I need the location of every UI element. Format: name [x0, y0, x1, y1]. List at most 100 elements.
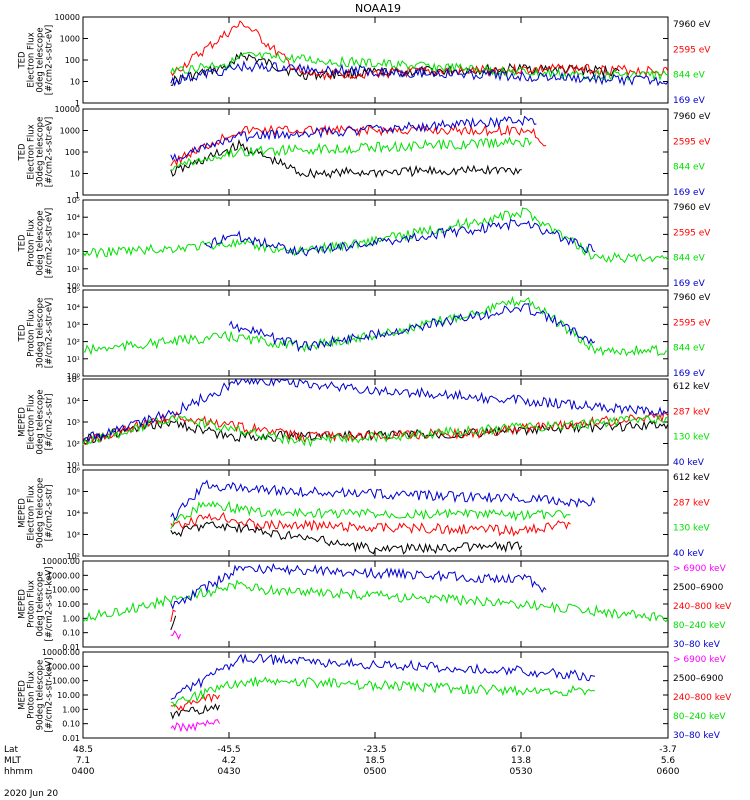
panel-8: 10000.00 1000.00 100.00 10.00 1.00 0.10 0.01 ME… [18, 648, 733, 743]
series-2500-6900 [170, 703, 220, 720]
panel-3: 10⁵ 10⁴ 10³ 10² 10¹ 10⁰ TEDProton Flux0deg tel… [18, 196, 712, 291]
series-169-ev [204, 218, 596, 257]
legend-entry: 240–800 keV [673, 693, 732, 703]
panel-2: 10000 1000 100 10 1 TEDElectron Flux30deg tel… [18, 105, 712, 200]
x-row-label: MLT [4, 756, 22, 766]
legend-entry: 844 eV [673, 163, 706, 173]
series--6900-kev [170, 630, 181, 640]
y-tick-label: 10⁵ [67, 286, 80, 295]
y-tick-label: 1000 [60, 127, 80, 136]
y-tick-label: 10³ [67, 418, 80, 427]
y-tick-label: 100.00 [52, 586, 80, 595]
y-tick-label: 10⁰ [67, 282, 80, 291]
x-tick-label-lat: -3.7 [659, 745, 677, 755]
legend-entry: 240–800 keV [673, 602, 732, 612]
y-tick-label: 10000.00 [42, 648, 80, 657]
y-axis-label-line: [#/cm2-s-str-eV] [45, 298, 55, 368]
y-tick-label: 100.00 [52, 677, 80, 686]
series-130-kev [170, 500, 571, 530]
y-tick-label: 10³ [67, 531, 80, 540]
x-tick-label-hhmm: 0430 [218, 767, 241, 777]
y-axis-label-line: Proton Flux [27, 671, 37, 719]
y-tick-label: 10.00 [57, 691, 80, 700]
series-240-800-kev [170, 609, 176, 623]
legend-entry: 287 keV [673, 498, 710, 508]
y-axis-label: MEPEDProton Flux90deg telescope[#/cm2-s-… [18, 658, 55, 733]
x-tick-label-mlt: 4.2 [222, 756, 236, 766]
y-tick-label: 10⁰ [67, 372, 80, 381]
y-tick-label: 10.00 [57, 600, 80, 609]
y-tick-label: 10² [67, 338, 80, 347]
panel-1: 10000 1000 100 10 1 TEDElectron Flux0deg tele… [18, 13, 712, 108]
series-30-80-kev [170, 653, 596, 700]
series-169-ev [228, 303, 596, 353]
legend-entry: 169 eV [673, 369, 706, 379]
y-tick-label: 1 [75, 99, 80, 108]
y-tick-label: 10⁶ [67, 466, 80, 475]
legend-entry: 2595 eV [673, 228, 711, 238]
series-40-kev [170, 479, 596, 522]
legend-entry: 844 eV [673, 71, 706, 81]
y-axis-label-line: [#/cm2-s-str] [45, 485, 55, 542]
legend-entry: 2500–6900 [673, 583, 724, 593]
series-2500-6900 [170, 615, 177, 631]
y-axis-label-line: [#/cm2-s-str-eV] [45, 117, 55, 187]
x-tick-label-hhmm: 0530 [510, 767, 533, 777]
y-axis-label: TEDProton Flux30deg telescope[#/cm2-s-st… [18, 298, 55, 369]
y-tick-label: 100 [65, 148, 80, 157]
y-tick-label: 10⁴ [67, 213, 80, 222]
y-tick-label: 10¹ [67, 355, 80, 364]
y-tick-label: 10² [67, 440, 80, 449]
y-tick-label: 10² [67, 248, 80, 257]
y-axis-label-line: TED [18, 324, 28, 343]
y-axis-label: TEDElectron Flux30deg telescope[#/cm2-s-… [18, 117, 55, 188]
y-tick-label: 10¹ [67, 265, 80, 274]
legend-entry: 7960 eV [673, 20, 711, 30]
legend-entry: 2500–6900 [673, 674, 724, 684]
legend-entry: 7960 eV [673, 112, 711, 122]
y-tick-label: 10⁴ [67, 397, 80, 406]
y-tick-label: 10² [67, 552, 80, 561]
series-844-ev [82, 295, 669, 357]
y-axis-label-line: MEPED [18, 407, 28, 437]
series-844-ev [82, 207, 669, 264]
y-axis-label-line: 0deg telescope [36, 571, 46, 636]
y-tick-label: 10000 [55, 105, 80, 114]
panel-6: 10⁶ 10⁵ 10⁴ 10³ 10² MEPEDElectron Flux90deg t… [18, 466, 711, 561]
y-tick-label: 1000.00 [47, 662, 80, 671]
legend-entry: 612 keV [673, 382, 710, 392]
y-tick-label: 10³ [67, 230, 80, 239]
y-axis-label-line: 90deg telescope [36, 478, 46, 549]
date-label: 2020 Jun 20 [4, 789, 58, 799]
y-tick-label: 10⁵ [67, 375, 80, 384]
x-tick-label-lat: -45.5 [217, 745, 240, 755]
y-axis-label-line: 90deg telescope [36, 660, 46, 731]
legend-entry: 169 eV [673, 96, 706, 106]
chart-title: NOAA19 [355, 2, 401, 15]
y-tick-label: 1.00 [62, 705, 80, 714]
series-169-ev [170, 115, 537, 162]
y-tick-label: 100 [65, 56, 80, 65]
legend-entry: 40 keV [673, 549, 705, 559]
y-tick-label: 10 [70, 170, 80, 179]
legend-entry: 287 keV [673, 407, 710, 417]
x-tick-label-hhmm: 0500 [364, 767, 387, 777]
legend-entry: > 6900 keV [673, 655, 727, 665]
x-tick-label-mlt: 5.6 [661, 756, 676, 766]
y-axis-label-line: TED [18, 51, 28, 70]
series-80-240-kev [82, 579, 669, 623]
panel-7: 10000.00 1000.00 100.00 10.00 1.00 0.10 0.01 ME… [18, 557, 733, 652]
y-axis-label-line: Proton Flux [27, 580, 37, 628]
x-tick-label-mlt: 13.8 [511, 756, 531, 766]
y-axis-label-line: MEPED [18, 498, 28, 528]
x-tick-label-mlt: 18.5 [365, 756, 385, 766]
y-axis-label: MEPEDElectron Flux90deg telescope[#/cm2-… [18, 478, 55, 549]
x-tick-label-hhmm: 0600 [657, 767, 680, 777]
y-axis-label-line: 30deg telescope [36, 298, 46, 369]
y-axis-label-line: 0deg telescope [36, 27, 46, 92]
series-130-kev [82, 414, 669, 448]
y-tick-label: 10 [70, 78, 80, 87]
y-axis-label: TEDProton Flux0deg telescope[#/cm2-s-str… [18, 208, 55, 278]
